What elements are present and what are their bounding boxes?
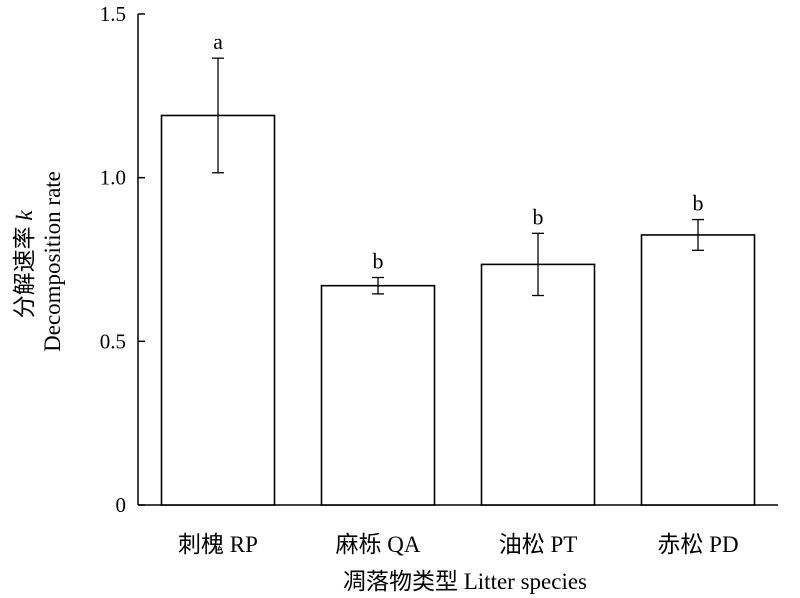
y-axis-title-line2: Decomposition rate (40, 171, 65, 352)
y-axis-title-prefix: 分解速率 (12, 221, 37, 319)
y-axis-title-line1: 分解速率 k (12, 205, 37, 319)
x-category-label: 刺槐 RP (178, 532, 258, 557)
y-tick-label: 0 (116, 493, 127, 517)
x-category-label: 麻栎 QA (336, 532, 421, 557)
y-tick-label: 0.5 (100, 329, 126, 353)
significance-letters: a b b b (213, 29, 703, 273)
x-axis-title: 凋落物类型 Litter species (343, 569, 587, 594)
x-category-label: 油松 PT (499, 532, 578, 557)
y-ticks: 0 0.5 1.0 1.5 (100, 2, 145, 517)
x-category-label: 赤松 PD (657, 532, 738, 557)
bar (320, 284, 436, 506)
error-bars (212, 57, 704, 297)
bars (160, 114, 756, 506)
significance-letter: b (693, 191, 704, 216)
bar (480, 263, 596, 506)
y-tick-label: 1.5 (100, 2, 126, 26)
bar (160, 114, 276, 506)
y-axis-title: 分解速率 k Decomposition rate (12, 171, 65, 352)
significance-letter: b (533, 204, 544, 229)
significance-letter: b (373, 249, 384, 274)
y-tick-label: 1.0 (100, 166, 126, 190)
y-axis-title-symbol: k (12, 210, 37, 221)
significance-letter: a (213, 29, 223, 54)
x-category-labels: 刺槐 RP 麻栎 QA 油松 PT 赤松 PD (178, 532, 739, 557)
bar (640, 234, 756, 506)
